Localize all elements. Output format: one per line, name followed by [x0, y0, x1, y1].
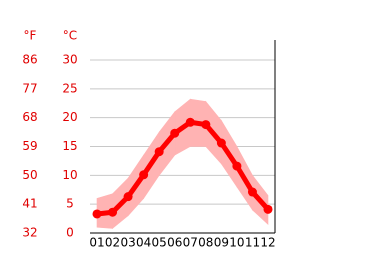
x-tick-label: 03	[120, 236, 135, 250]
y2-tick-label: 68	[22, 110, 37, 124]
mean-point	[92, 209, 102, 219]
y2-tick-label: 86	[22, 53, 37, 67]
y-axis-label: °C	[63, 29, 77, 43]
x-tick-label: 12	[260, 236, 275, 250]
y-tick-label: 30	[62, 53, 77, 67]
mean-point	[232, 161, 242, 171]
mean-point	[185, 117, 195, 127]
y2-tick-label: 32	[22, 226, 37, 240]
y-tick-label: 0	[66, 226, 74, 240]
mean-point	[139, 170, 149, 180]
x-tick-label: 11	[245, 236, 260, 250]
x-tick-label: 04	[136, 236, 151, 250]
mean-point	[170, 128, 180, 138]
y2-tick-label: 59	[22, 139, 37, 153]
y-tick-label: 25	[62, 81, 77, 95]
mean-point	[247, 187, 257, 197]
mean-point	[201, 120, 211, 130]
mean-point	[123, 192, 133, 202]
x-tick-label: 06	[167, 236, 182, 250]
x-tick-label: 08	[198, 236, 213, 250]
x-tick-label: 07	[183, 236, 198, 250]
x-tick-label: 01	[89, 236, 104, 250]
x-tick-label: 10	[229, 236, 244, 250]
x-tick-label: 02	[105, 236, 120, 250]
y2-tick-label: 50	[22, 168, 37, 182]
y2-tick-label: 41	[22, 197, 37, 211]
x-tick-label: 09	[214, 236, 229, 250]
y-tick-label: 15	[62, 139, 77, 153]
y-tick-label: 10	[62, 168, 77, 182]
y-tick-label: 5	[66, 197, 74, 211]
mean-point	[154, 147, 164, 157]
y-tick-label: 20	[62, 110, 77, 124]
y2-tick-label: 77	[22, 81, 37, 95]
mean-point	[216, 138, 226, 148]
mean-point	[263, 204, 273, 214]
x-tick-label: 05	[152, 236, 167, 250]
y2-axis-label: °F	[24, 29, 37, 43]
mean-point	[108, 207, 118, 217]
